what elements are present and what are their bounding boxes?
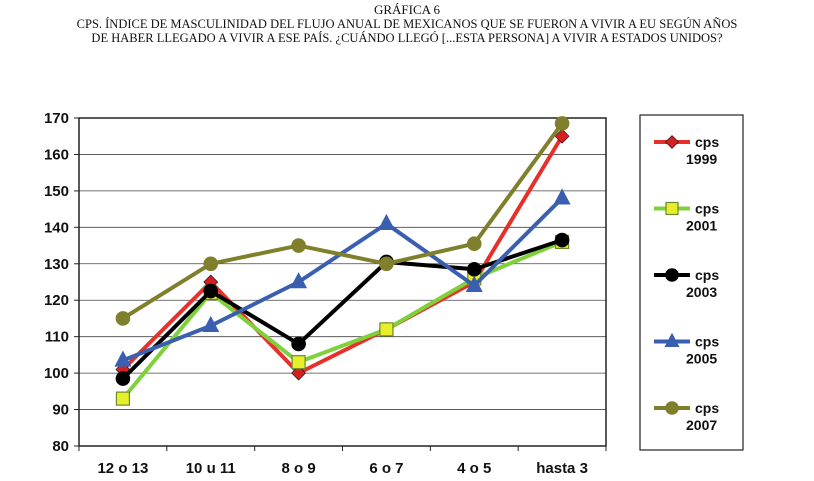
data-point-circle bbox=[115, 371, 131, 386]
data-point-circle bbox=[554, 232, 570, 248]
series-line bbox=[121, 135, 564, 376]
data-point-circle bbox=[203, 283, 219, 299]
series-cps-2007 bbox=[115, 116, 570, 326]
legend-label-line1: cps bbox=[695, 267, 719, 283]
legend-box bbox=[639, 114, 744, 451]
grid-layer bbox=[79, 117, 606, 447]
plot-area-frame bbox=[78, 117, 607, 447]
y-tick-label: 80 bbox=[52, 438, 69, 455]
y-tick-label: 110 bbox=[45, 329, 69, 346]
data-point-triangle bbox=[664, 332, 680, 348]
y-tick-label: 160 bbox=[44, 146, 69, 163]
legend-label-line1: cps bbox=[695, 134, 719, 150]
y-tick-label: 140 bbox=[44, 219, 69, 236]
y-tick-label: 150 bbox=[44, 183, 69, 200]
data-point-triangle bbox=[114, 350, 132, 367]
legend-label-line2: 2001 bbox=[686, 218, 717, 234]
y-tick-label: 90 bbox=[52, 402, 69, 419]
x-tick-label: 12 o 13 bbox=[97, 460, 148, 477]
y-tick-label: 100 bbox=[44, 365, 69, 382]
x-tick-label: hasta 3 bbox=[536, 460, 588, 477]
legend-label-line1: cps bbox=[695, 400, 719, 416]
data-point-diamond bbox=[554, 128, 570, 144]
data-point-triangle bbox=[377, 213, 395, 230]
data-point-circle bbox=[379, 256, 394, 272]
series-cps-2005 bbox=[114, 188, 571, 367]
x-tick-label: 4 o 5 bbox=[457, 460, 491, 477]
chart-title-block: GRÁFICA 6 CPS. ÍNDICE DE MASCULINIDAD DE… bbox=[0, 2, 814, 45]
chart-title: GRÁFICA 6 bbox=[373, 2, 441, 17]
y-tick-label: 170 bbox=[44, 110, 69, 127]
legend-label-line2: 2005 bbox=[686, 351, 717, 367]
data-point-circle bbox=[203, 256, 219, 272]
chart-subtitle-line1: CPS. ÍNDICE DE MASCULINIDAD DEL FLUJO AN… bbox=[76, 17, 738, 31]
data-point-diamond bbox=[291, 365, 307, 381]
legend-label-line1: cps bbox=[695, 201, 719, 217]
data-point-square bbox=[665, 201, 679, 216]
x-axis-ticks: 12 o 13 10 u 11 8 o 9 6 o 7 4 o 5 hasta 3 bbox=[78, 446, 607, 477]
data-point-circle bbox=[554, 116, 570, 131]
y-tick-label: 130 bbox=[44, 256, 69, 273]
data-point-circle bbox=[291, 238, 306, 253]
x-tick-label: 10 u 11 bbox=[186, 460, 236, 477]
x-tick-label: 8 o 9 bbox=[281, 460, 315, 477]
data-point-circle bbox=[291, 336, 306, 352]
series-line bbox=[121, 238, 563, 380]
series-layer bbox=[114, 116, 571, 406]
legend-label-line2: 1999 bbox=[686, 151, 717, 167]
data-point-square bbox=[291, 355, 306, 370]
data-point-triangle bbox=[465, 275, 483, 292]
data-point-circle bbox=[115, 311, 131, 326]
y-axis-ticks: 80 90 100 110 120 130 140 150 160 170 bbox=[44, 110, 79, 455]
data-point-circle bbox=[665, 401, 679, 415]
data-point-diamond bbox=[665, 135, 679, 149]
data-point-circle bbox=[466, 236, 482, 252]
data-point-triangle bbox=[290, 272, 308, 289]
series-line bbox=[121, 122, 564, 321]
data-point-square bbox=[115, 391, 131, 406]
data-point-triangle bbox=[202, 315, 220, 333]
x-tick-label: 6 o 7 bbox=[369, 460, 403, 477]
data-point-circle bbox=[665, 268, 679, 282]
legend-label-line1: cps bbox=[695, 334, 719, 350]
y-tick-label: 120 bbox=[44, 292, 69, 309]
data-point-square bbox=[379, 322, 394, 337]
chart-subtitle-line2: DE HABER LLEGADO A VIVIR A ESE PAÍS. ¿CU… bbox=[91, 31, 723, 45]
data-point-triangle bbox=[553, 188, 571, 205]
legend-label-line2: 2007 bbox=[686, 417, 717, 433]
legend-label-line2: 2003 bbox=[686, 284, 717, 300]
data-point-circle bbox=[466, 261, 482, 277]
